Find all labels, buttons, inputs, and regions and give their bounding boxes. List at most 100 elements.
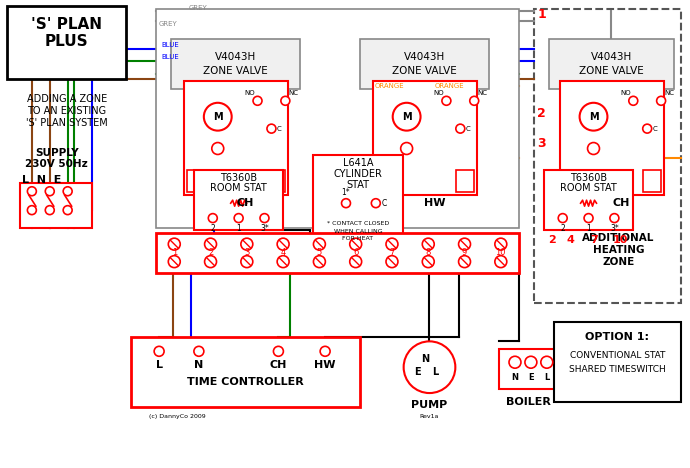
Text: BLUE: BLUE	[161, 42, 179, 48]
Text: N: N	[195, 360, 204, 370]
Bar	[499, 349, 559, 389]
Text: ZONE VALVE: ZONE VALVE	[392, 66, 457, 76]
Circle shape	[470, 96, 479, 105]
Text: 7: 7	[591, 235, 598, 245]
Bar	[456, 170, 474, 192]
Text: HW: HW	[424, 198, 445, 208]
Text: 2: 2	[548, 235, 555, 245]
Text: C: C	[466, 125, 471, 132]
Text: 1: 1	[236, 224, 241, 233]
Text: ZONE: ZONE	[602, 257, 635, 267]
Text: WHEN CALLING: WHEN CALLING	[333, 228, 382, 234]
Circle shape	[313, 238, 326, 250]
Text: OPTION 1:: OPTION 1:	[585, 332, 649, 343]
Circle shape	[525, 356, 537, 368]
Circle shape	[509, 356, 521, 368]
Text: PUMP: PUMP	[411, 400, 448, 410]
Bar	[268, 170, 286, 192]
Text: 7: 7	[389, 249, 395, 257]
Circle shape	[253, 96, 262, 105]
Circle shape	[657, 96, 666, 105]
Circle shape	[610, 213, 619, 223]
Text: 5: 5	[317, 249, 322, 257]
Circle shape	[204, 103, 232, 131]
Circle shape	[495, 256, 506, 268]
Text: ZONE VALVE: ZONE VALVE	[579, 66, 644, 76]
Circle shape	[28, 205, 37, 215]
Text: E: E	[414, 367, 421, 377]
Text: ADDING A ZONE: ADDING A ZONE	[26, 94, 107, 104]
Circle shape	[442, 96, 451, 105]
Text: CONVENTIONAL STAT: CONVENTIONAL STAT	[570, 351, 665, 360]
Text: 8: 8	[426, 249, 431, 257]
Text: ORANGE: ORANGE	[375, 83, 404, 89]
Circle shape	[281, 96, 290, 105]
Bar	[131, 337, 360, 407]
Circle shape	[208, 213, 217, 223]
Text: 3: 3	[538, 137, 546, 150]
Circle shape	[541, 356, 553, 368]
Text: Rev1a: Rev1a	[420, 414, 439, 419]
Text: PLUS: PLUS	[45, 34, 88, 49]
Text: CH: CH	[237, 198, 255, 208]
Circle shape	[267, 124, 276, 133]
Text: NO: NO	[433, 90, 444, 96]
Text: C: C	[653, 125, 658, 132]
Circle shape	[313, 256, 326, 268]
Text: FOR HEAT: FOR HEAT	[342, 236, 373, 241]
Circle shape	[393, 103, 420, 131]
Bar	[534, 9, 681, 303]
Text: 3: 3	[244, 249, 250, 257]
Circle shape	[580, 103, 607, 131]
Circle shape	[558, 213, 567, 223]
Bar	[194, 170, 284, 230]
Text: L: L	[156, 360, 163, 370]
Text: ORANGE: ORANGE	[435, 83, 464, 89]
Circle shape	[63, 205, 72, 215]
Text: * CONTACT CLOSED: * CONTACT CLOSED	[327, 220, 389, 226]
Text: SUPPLY: SUPPLY	[35, 148, 79, 159]
Bar	[171, 39, 300, 89]
Text: M: M	[402, 112, 411, 122]
Bar	[7, 7, 126, 79]
Bar	[554, 322, 681, 402]
Circle shape	[459, 238, 471, 250]
Text: N: N	[422, 354, 430, 364]
Bar	[20, 183, 92, 228]
Bar	[373, 81, 477, 195]
Circle shape	[386, 238, 398, 250]
Circle shape	[342, 199, 351, 208]
Circle shape	[212, 143, 224, 154]
Circle shape	[234, 213, 243, 223]
Circle shape	[28, 187, 37, 196]
Text: L641A: L641A	[343, 159, 373, 168]
Circle shape	[205, 256, 217, 268]
Text: V4043H: V4043H	[215, 51, 256, 62]
Bar	[560, 81, 664, 195]
Circle shape	[401, 143, 413, 154]
Text: NC: NC	[288, 90, 298, 96]
Text: V4043H: V4043H	[591, 51, 632, 62]
Text: TO AN EXISTING: TO AN EXISTING	[27, 106, 106, 116]
Text: M: M	[589, 112, 598, 122]
Text: N: N	[511, 373, 518, 381]
Text: 10: 10	[495, 249, 506, 257]
Text: T6360B: T6360B	[570, 173, 607, 183]
Bar	[184, 81, 288, 195]
Text: (c) DannyCo 2009: (c) DannyCo 2009	[149, 414, 206, 419]
Text: 3*: 3*	[260, 224, 269, 233]
Text: 230V 50Hz: 230V 50Hz	[26, 160, 88, 169]
Text: ROOM STAT: ROOM STAT	[210, 183, 267, 193]
Text: NO: NO	[244, 90, 255, 96]
Text: M: M	[213, 112, 223, 122]
Circle shape	[422, 238, 434, 250]
Circle shape	[194, 346, 204, 356]
Circle shape	[168, 256, 180, 268]
Text: TIME CONTROLLER: TIME CONTROLLER	[187, 377, 304, 387]
Text: 'S' PLAN: 'S' PLAN	[31, 17, 102, 32]
Text: HW: HW	[315, 360, 336, 370]
Text: BLUE: BLUE	[161, 54, 179, 60]
Text: 6: 6	[353, 249, 358, 257]
Circle shape	[422, 256, 434, 268]
Circle shape	[241, 256, 253, 268]
